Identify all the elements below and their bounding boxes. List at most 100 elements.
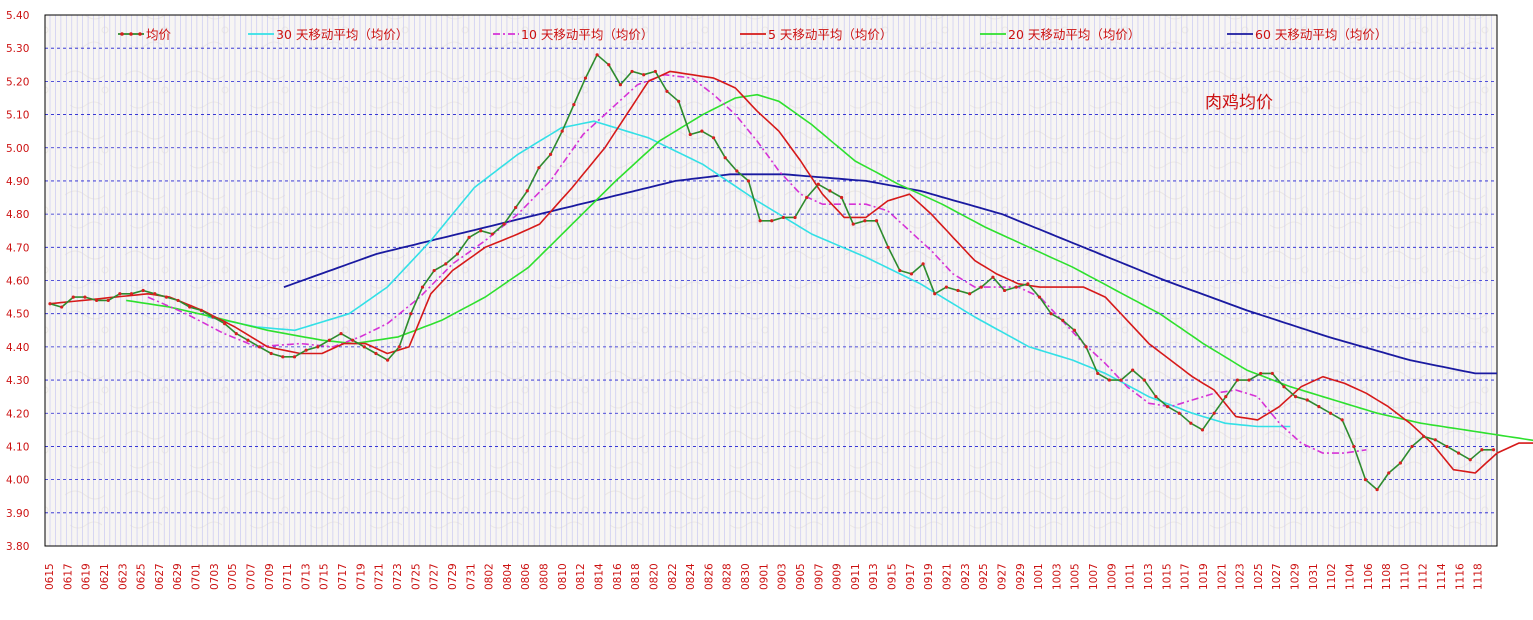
x-tick-label: 0709 [264,563,276,590]
x-tick-label: 0812 [575,563,587,590]
x-tick-label: 0625 [136,563,148,590]
data-point [455,252,460,256]
x-tick-label: 0907 [813,563,825,590]
data-point [1294,395,1298,399]
data-point [1433,438,1437,442]
data-point [1142,378,1146,382]
data-point [1270,371,1274,376]
series-line [147,73,1367,454]
x-tick-label: 0703 [209,563,221,590]
data-point [420,285,425,289]
data-point [1002,288,1007,293]
data-point [909,272,914,276]
x-tick-label: 1017 [1180,563,1192,590]
data-point [665,89,669,93]
series-line [126,93,1533,442]
data-point [607,63,611,67]
data-point [316,345,320,349]
x-tick-label: 1031 [1308,563,1320,590]
data-point [746,179,751,183]
y-tick-label: 4.20 [6,408,29,420]
data-point [816,182,820,186]
data-point [700,129,704,133]
data-point [898,268,902,273]
data-point [1247,378,1251,382]
x-tick-label: 1029 [1290,563,1302,590]
x-tick-label: 0830 [740,563,752,590]
data-point [525,189,529,193]
legend-marker [120,32,124,36]
data-point [385,358,390,362]
data-point [1282,385,1286,389]
x-tick-label: 0711 [282,563,294,590]
x-tick-label: 1025 [1253,563,1265,590]
x-tick-label: 0715 [319,563,331,590]
x-tick-label: 0822 [667,563,679,590]
x-tick-label: 0810 [557,563,569,590]
data-point [618,83,623,87]
data-point [106,298,110,303]
x-tick-label: 1114 [1436,563,1448,590]
data-point [502,222,506,226]
data-point [60,305,64,309]
data-point [234,332,238,336]
data-point [1468,458,1472,462]
x-tick-label: 0824 [685,563,697,590]
data-point [1154,395,1158,399]
x-tick-label: 1118 [1473,563,1485,590]
series-line [49,70,1533,474]
x-tick-label: 1013 [1143,563,1155,590]
y-tick-label: 4.90 [6,176,29,188]
x-tick-label: 1102 [1326,563,1338,590]
x-tick-label: 0808 [539,563,551,590]
x-tick-label: 0915 [887,563,899,590]
data-point [1224,395,1228,399]
y-tick-label: 5.40 [6,10,29,22]
y-tick-label: 4.10 [6,441,29,453]
data-point [805,195,809,200]
data-point [758,219,762,223]
x-tick-label: 0727 [429,563,441,590]
x-tick-label: 1023 [1235,563,1247,590]
x-tick-label: 0828 [722,563,734,590]
data-point [490,232,494,236]
y-tick-label: 4.00 [6,475,29,487]
data-point [1014,285,1018,289]
legend-label: 20 天移动平均（均价） [1008,27,1140,42]
data-point [199,308,203,312]
x-tick-label: 1104 [1344,563,1356,590]
y-tick-label: 3.90 [6,508,29,520]
x-tick-label: 1005 [1070,563,1082,590]
series-line [283,173,1497,375]
x-tick-label: 0903 [777,563,789,590]
x-tick-label: 0619 [81,563,93,590]
data-point [118,292,122,296]
data-point [71,295,75,299]
data-point [339,332,343,336]
data-point [281,355,285,359]
data-point [735,169,739,173]
x-tick-label: 0923 [960,563,972,590]
data-point [1480,448,1484,452]
data-point [781,215,786,220]
data-point [1119,378,1123,382]
data-point [94,298,99,303]
data-point [1026,282,1030,286]
x-tick-label: 0814 [593,563,605,590]
x-tick-label: 0721 [374,563,386,590]
data-point [374,351,378,356]
data-point [211,315,215,319]
legend-label: 5 天移动平均（均价） [768,27,892,42]
data-point [537,166,541,170]
legend-label: 30 天移动平均（均价） [276,27,408,42]
data-point [444,262,448,266]
data-point [1340,418,1344,422]
x-tick-label: 1112 [1418,563,1430,590]
series-line [207,120,1291,428]
data-point [1200,428,1205,432]
data-point [653,69,657,74]
data-point [292,355,297,359]
data-point [921,262,925,266]
data-point [1212,411,1216,415]
